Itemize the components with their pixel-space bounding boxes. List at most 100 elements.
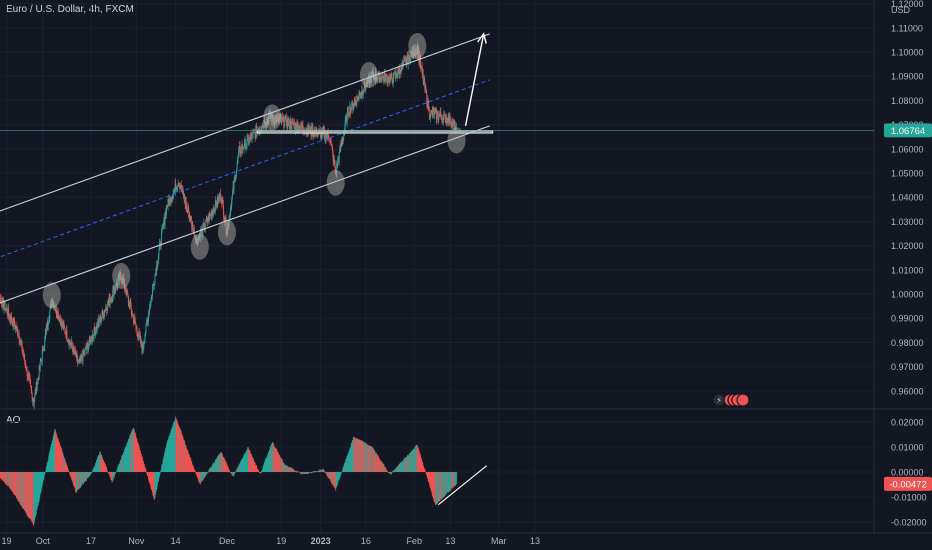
candle-body [131, 313, 133, 315]
candle [415, 44, 417, 59]
ao-bar [116, 469, 118, 472]
candle-body [200, 230, 202, 234]
highlight-ellipse[interactable] [263, 104, 282, 131]
highlight-ellipse[interactable] [112, 262, 131, 289]
ao-indicator-title[interactable]: AO [6, 415, 21, 426]
ao-bar [202, 472, 204, 480]
candle-body [313, 132, 314, 137]
ao-bar [326, 472, 328, 476]
mid-channel-dashed-line[interactable] [0, 79, 490, 259]
candle [220, 194, 222, 201]
highlight-ellipse[interactable] [447, 127, 466, 154]
candle-body [186, 205, 188, 210]
candle [9, 314, 10, 324]
candle-body [122, 277, 124, 281]
ao-bar [80, 472, 82, 486]
candle-body [207, 220, 209, 222]
candle [221, 195, 223, 204]
candle [191, 216, 193, 233]
ao-bar [337, 472, 339, 484]
candle-body [223, 215, 225, 219]
ao-bar [31, 472, 33, 523]
candle [61, 319, 63, 329]
candle [291, 118, 293, 132]
ao-bar [232, 472, 234, 477]
ao-bar [72, 472, 74, 486]
ao-bar [225, 461, 227, 472]
candle [165, 207, 167, 219]
candle [126, 289, 128, 295]
candle-body [115, 289, 117, 290]
candle-body [412, 48, 414, 58]
candle-body [348, 115, 350, 116]
candle [335, 169, 337, 178]
lower-channel-line[interactable] [0, 125, 490, 305]
candle-body [193, 227, 195, 230]
candle-body [63, 325, 65, 328]
ao-bar [136, 438, 138, 472]
ao-bar [198, 472, 200, 483]
ao-bar [128, 439, 130, 472]
candle [19, 336, 21, 347]
candle-body [366, 77, 368, 87]
candle [332, 149, 334, 167]
ao-bar [124, 448, 126, 472]
candle [383, 77, 384, 84]
candle-body [26, 367, 28, 371]
candle-body [446, 117, 448, 124]
candle-body [30, 382, 32, 387]
candle-body [67, 341, 69, 342]
candle [336, 162, 338, 169]
ao-bar [181, 435, 183, 472]
projection-arrow-line[interactable] [464, 33, 485, 126]
symbol-title[interactable]: Euro / U.S. Dollar, 4h, FXCM [6, 4, 134, 15]
ao-bar [366, 444, 368, 472]
ao-bar [278, 454, 280, 472]
candle [47, 323, 49, 331]
candle-body [208, 213, 210, 222]
candle-body [342, 138, 344, 140]
ao-divergence-line[interactable] [438, 465, 488, 506]
ao-bar [447, 472, 449, 493]
ao-bar [402, 461, 404, 472]
ao-bar [40, 472, 42, 492]
candle-body [95, 330, 97, 332]
event-marker[interactable] [736, 393, 750, 407]
upper-channel-line[interactable] [0, 33, 490, 213]
candle-body [252, 133, 254, 134]
highlight-ellipse[interactable] [217, 219, 236, 246]
candle [388, 80, 389, 84]
highlight-ellipse[interactable] [408, 32, 427, 59]
projection-arrow-head[interactable] [477, 32, 487, 44]
candle [1, 303, 3, 309]
candle-body [399, 67, 401, 72]
event-markers[interactable]: ⚡ [712, 393, 750, 407]
ao-bar [200, 472, 202, 483]
candle [222, 200, 224, 220]
candle-body [92, 335, 94, 340]
ao-bar [147, 472, 149, 480]
candle-body [390, 73, 392, 79]
ao-bar [401, 461, 403, 472]
ao-bar [166, 442, 168, 472]
highlight-ellipse[interactable] [42, 282, 61, 309]
candle-body [420, 58, 422, 68]
candle-body [364, 82, 366, 88]
candle [357, 97, 359, 102]
highlight-ellipse[interactable] [359, 62, 378, 89]
ao-bar [312, 471, 313, 473]
candle-body [250, 134, 252, 139]
highlight-ellipse[interactable] [326, 169, 345, 196]
highlight-ellipse[interactable] [190, 233, 209, 260]
candle [154, 282, 155, 290]
candle-body [58, 316, 60, 322]
candle-body [55, 305, 57, 310]
ao-bar [292, 468, 294, 472]
candle [426, 89, 428, 109]
candle-body [450, 122, 452, 124]
candle [228, 216, 230, 229]
candle [36, 382, 38, 392]
candle-body [227, 223, 229, 228]
candle [189, 211, 191, 221]
